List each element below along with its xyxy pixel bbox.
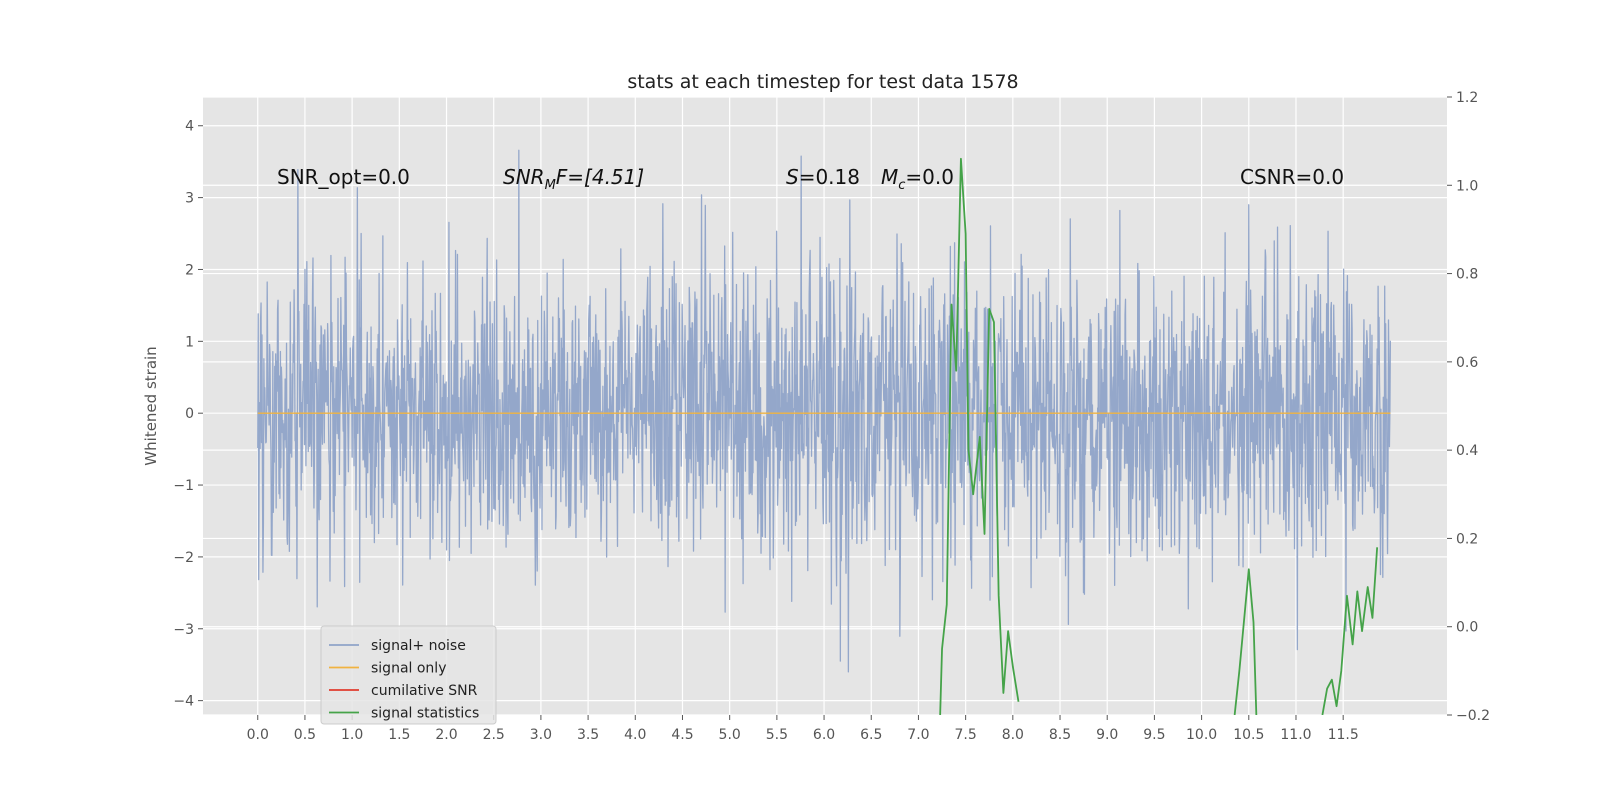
- legend: signal+ noise signal only cumilative SNR si…: [320, 625, 497, 725]
- legend-label: cumilative SNR: [371, 683, 478, 699]
- annotation-snr-mf-base: SNR: [503, 165, 545, 189]
- series-signal-statistics: [939, 157, 1020, 715]
- annotation-snr-opt: SNR_opt=0.0: [277, 165, 410, 189]
- y2-tick-label: 1.2: [1456, 90, 1478, 106]
- series-signal-statistics: [1233, 568, 1258, 715]
- y-axis-ticks: 4 3 2 1 0 −1 −2 −3 −4: [173, 119, 203, 710]
- annotation-snr-mf: SNRMF=[4.51]: [503, 165, 644, 193]
- x-tick-label: 7.0: [907, 727, 929, 743]
- x-tick-label: 10.0: [1186, 727, 1217, 743]
- y-tick-label: 1: [185, 334, 194, 350]
- annotation-s-value: =0.18: [799, 165, 860, 189]
- annotation-s: S=0.18: [786, 165, 860, 189]
- x-axis-ticks: 0.0 0.5 1.0 1.5 2.0 2.5 3.0 3.5 4.0 4.5 5.0 5.5 6.0 6…: [247, 715, 1359, 743]
- y-tick-label: −4: [173, 694, 194, 710]
- legend-label: signal statistics: [371, 706, 479, 722]
- y-tick-label: −1: [173, 478, 194, 494]
- series-signal-statistics: [1321, 547, 1379, 715]
- annotation-snr-mf-rest: F=[4.51]: [556, 165, 644, 189]
- x-tick-label: 0.0: [247, 727, 269, 743]
- annotation-mc: Mc=0.0: [881, 165, 954, 193]
- y-tick-label: 2: [185, 262, 194, 278]
- x-tick-label: 5.0: [719, 727, 741, 743]
- x-tick-label: 7.5: [955, 727, 977, 743]
- x-tick-label: 8.5: [1049, 727, 1071, 743]
- annotation-mc-base: M: [881, 165, 898, 189]
- x-tick-label: 2.5: [483, 727, 505, 743]
- series-layer: [257, 149, 1392, 715]
- y-tick-label: 4: [185, 119, 194, 135]
- y-tick-label: 0: [185, 406, 194, 422]
- annotation-snr-mf-sub: M: [545, 178, 556, 193]
- x-tick-label: 8.0: [1002, 727, 1024, 743]
- y-axis-label: Whitened strain: [142, 346, 160, 465]
- y2-axis-ticks: 1.2 1.0 0.8 0.6 0.4 0.2 0.0 −0.2: [1447, 90, 1490, 724]
- x-tick-label: 3.5: [577, 727, 599, 743]
- annotation-mc-sub: c: [898, 178, 905, 193]
- y2-tick-label: 0.4: [1456, 443, 1478, 459]
- annotation-csnr: CSNR=0.0: [1240, 165, 1344, 189]
- x-tick-label: 9.0: [1096, 727, 1118, 743]
- chart-title: stats at each timestep for test data 157…: [627, 71, 1018, 93]
- x-tick-label: 3.0: [530, 727, 552, 743]
- legend-label: signal only: [371, 661, 446, 677]
- y2-tick-label: 1.0: [1456, 178, 1478, 194]
- series-signal-noise: [257, 149, 1392, 673]
- legend-label: signal+ noise: [371, 638, 466, 654]
- y2-tick-label: 0.8: [1456, 267, 1478, 283]
- annotations: SNR_opt=0.0 SNRMF=[4.51] S=0.18 Mc=0.0 C…: [277, 165, 1344, 193]
- x-tick-label: 4.5: [671, 727, 693, 743]
- legend-box: [320, 625, 497, 725]
- x-tick-label: 0.5: [294, 727, 316, 743]
- x-tick-label: 4.0: [624, 727, 646, 743]
- annotation-mc-value: =0.0: [905, 165, 954, 189]
- y-tick-label: −2: [173, 550, 194, 566]
- x-tick-label: 9.5: [1143, 727, 1165, 743]
- y2-tick-label: 0.2: [1456, 531, 1478, 547]
- y2-tick-label: 0.6: [1456, 355, 1478, 371]
- x-tick-label: 1.5: [388, 727, 410, 743]
- x-tick-label: 2.0: [435, 727, 457, 743]
- x-tick-label: 6.0: [813, 727, 835, 743]
- x-tick-label: 11.0: [1280, 727, 1311, 743]
- y2-tick-label: 0.0: [1456, 620, 1478, 636]
- x-tick-label: 10.5: [1233, 727, 1264, 743]
- y-tick-label: 3: [185, 191, 194, 207]
- y-tick-label: −3: [173, 622, 194, 638]
- x-tick-label: 11.5: [1328, 727, 1359, 743]
- y2-tick-label: −0.2: [1456, 708, 1490, 724]
- x-tick-label: 5.5: [766, 727, 788, 743]
- annotation-s-base: S: [786, 165, 799, 189]
- x-tick-label: 6.5: [860, 727, 882, 743]
- x-tick-label: 1.0: [341, 727, 363, 743]
